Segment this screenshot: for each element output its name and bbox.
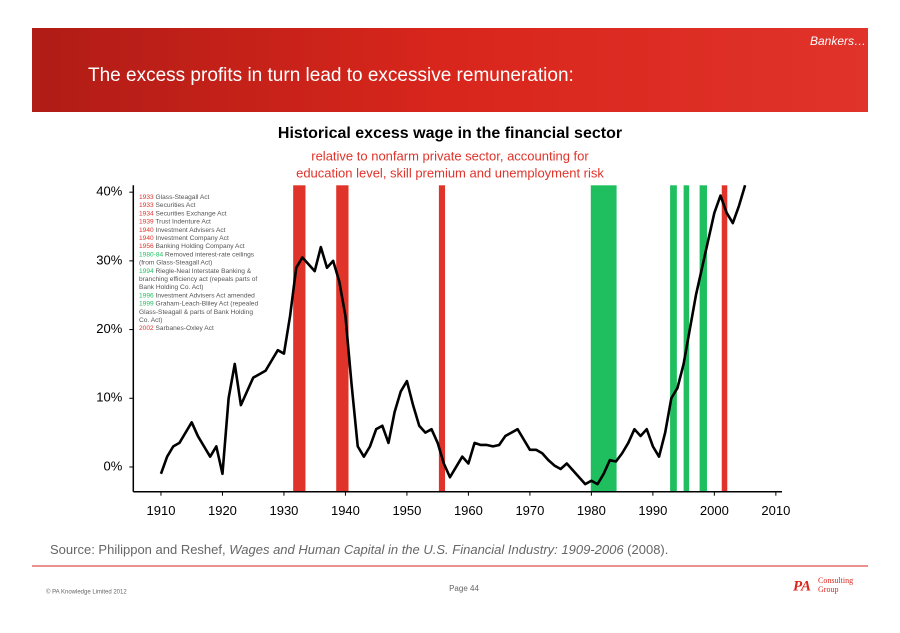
header-band: [32, 28, 868, 112]
x-tick-label: 1960: [454, 503, 483, 518]
event-text: (from Glass-Steagall Act): [139, 259, 212, 266]
event-band: [699, 185, 707, 492]
x-tick-label: 1930: [269, 503, 298, 518]
event-text: Investment Advisers Act: [156, 227, 226, 234]
data-line: [159, 184, 747, 486]
event-year: 1980-84: [139, 251, 164, 258]
event-label: 1996 Investment Advisers Act amended: [139, 292, 255, 299]
event-band: [293, 185, 306, 492]
event-year: 1999: [139, 300, 154, 307]
event-band: [670, 185, 677, 492]
event-text: Graham-Leach-Bliley Act (repealed: [156, 300, 259, 307]
event-label: 1940 Investment Company Act: [139, 235, 229, 242]
event-year: 1933: [139, 194, 154, 201]
x-tick-label: 1950: [392, 503, 421, 518]
x-tick-label: 2010: [761, 503, 790, 518]
event-label: Glass-Steagall & parts of Bank Holding: [139, 309, 253, 316]
plot: 0% 10% 20% 30% 40% 1910 1920 1930 1940 1950 1960 19…: [96, 184, 790, 519]
event-text: branching efficiency act (repeals parts …: [139, 276, 257, 283]
x-tick-label: 2000: [700, 503, 729, 518]
event-band: [590, 185, 617, 492]
event-label: 1956 Banking Holding Company Act: [139, 243, 245, 250]
event-year: 1933: [139, 202, 154, 209]
event-label: 2002 Sarbanes-Oxley Act: [139, 325, 214, 332]
event-label: 1933 Securities Act: [139, 202, 196, 209]
event-text: Sarbanes-Oxley Act: [156, 325, 214, 332]
event-text: Bank Holding Co. Act): [139, 284, 204, 291]
event-band: [438, 185, 446, 492]
event-text: Banking Holding Company Act: [156, 243, 245, 250]
source: Source: Philippon and Reshef, Wages and …: [50, 542, 668, 557]
y-tick-label: 0%: [104, 458, 123, 473]
logo: PA: [793, 578, 811, 594]
event-year: 1994: [139, 268, 154, 275]
event-label: 1999 Graham-Leach-Bliley Act (repealed: [139, 300, 258, 307]
y-tick-label: 10%: [96, 390, 122, 405]
event-label: 1940 Investment Advisers Act: [139, 227, 226, 234]
event-text: Co. Act): [139, 317, 162, 324]
x-tick-label: 1990: [638, 503, 667, 518]
event-text: Riegle-Neal Interstate Banking &: [156, 268, 252, 275]
x-tick-label: 1910: [147, 503, 176, 518]
event-label: Bank Holding Co. Act): [139, 284, 204, 291]
x-tick-label: 1970: [515, 503, 544, 518]
event-year: 1934: [139, 210, 154, 217]
x-tick-label: 1940: [331, 503, 360, 518]
event-label: 1939 Trust Indenture Act: [139, 218, 211, 225]
event-text: Removed interest-rate ceilings: [165, 251, 255, 258]
slide-tag: Bankers…: [810, 34, 866, 48]
event-year: 1940: [139, 227, 154, 234]
event-year: 2002: [139, 325, 154, 332]
copyright: © PA Knowledge Limited 2012: [46, 589, 127, 596]
event-year: 1940: [139, 235, 154, 242]
chart-subtitle: education level, skill premium and unemp…: [296, 165, 604, 180]
event-band: [336, 185, 349, 492]
event-label: 1980-84 Removed interest-rate ceilings: [139, 251, 255, 258]
source-text: (2008).: [624, 542, 669, 557]
event-band: [683, 185, 690, 492]
x-tick-label: 1980: [577, 503, 606, 518]
logo: Group: [818, 585, 838, 594]
page-number: Page 44: [449, 584, 479, 593]
event-year: 1939: [139, 218, 154, 225]
event-label: 1994 Riegle-Neal Interstate Banking &: [139, 268, 252, 275]
event-year: 1996: [139, 292, 154, 299]
event-text: Securities Exchange Act: [156, 210, 227, 217]
y-tick-label: 40%: [96, 184, 122, 199]
event-label: branching efficiency act (repeals parts …: [139, 276, 257, 283]
event-text: Investment Advisers Act amended: [156, 292, 256, 299]
event-label: (from Glass-Steagall Act): [139, 259, 212, 266]
source-text: Wages and Human Capital in the U.S. Fina…: [229, 542, 624, 557]
event-text: Securities Act: [156, 202, 196, 209]
chart-title: Historical excess wage in the financial …: [278, 125, 622, 142]
event-label: 1934 Securities Exchange Act: [139, 210, 227, 217]
source-text: Source: Philippon and Reshef,: [50, 542, 229, 557]
y-tick-label: 30%: [96, 252, 122, 267]
logo: Consulting: [818, 576, 853, 585]
event-year: 1956: [139, 243, 154, 250]
event-text: Investment Company Act: [156, 235, 229, 242]
event-label: 1933 Glass-Steagall Act: [139, 194, 210, 201]
chart-subtitle: relative to nonfarm private sector, acco…: [311, 148, 589, 163]
event-text: Trust Indenture Act: [155, 218, 211, 225]
event-text: Glass-Steagall Act: [156, 194, 210, 201]
event-band: [721, 185, 728, 492]
event-label: Co. Act): [139, 317, 162, 324]
y-tick-label: 20%: [96, 321, 122, 336]
x-tick-label: 1920: [208, 503, 237, 518]
event-text: Glass-Steagall & parts of Bank Holding: [139, 309, 253, 316]
slide-title: The excess profits in turn lead to exces…: [88, 65, 574, 86]
